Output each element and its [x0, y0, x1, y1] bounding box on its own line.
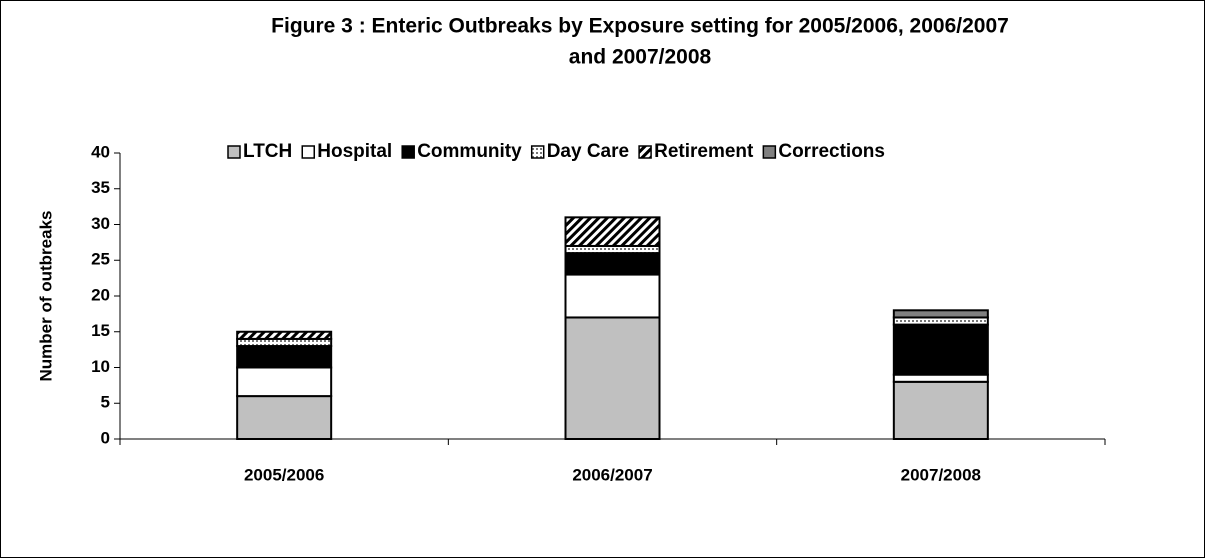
bar-segment [892, 316, 989, 326]
y-tick-label: 20 [91, 285, 110, 304]
legend-label: LTCH [243, 141, 292, 162]
legend-label: Day Care [547, 141, 629, 162]
legend-swatch [530, 145, 545, 159]
legend-swatch [401, 145, 415, 159]
x-tick-label: 2007/2008 [901, 465, 981, 484]
bar-segment [236, 366, 333, 398]
y-tick-label: 35 [91, 178, 110, 197]
legend-label: Hospital [317, 141, 392, 162]
bar-segment [236, 345, 333, 369]
bar-segment [564, 252, 661, 276]
bar-segment [892, 309, 989, 319]
bar-segment [892, 373, 989, 383]
bar-segment [236, 330, 333, 340]
y-tick-label: 25 [91, 250, 110, 269]
bar-segment [564, 244, 661, 255]
chart-title: Figure 3 : Enteric Outbreaks by Exposure… [271, 15, 1009, 38]
legend-label: Community [417, 141, 522, 162]
bar-segment [564, 316, 661, 441]
bar-segment [564, 216, 661, 247]
bar-segment [892, 380, 989, 440]
bar-segment [892, 323, 989, 376]
legend-swatch [227, 145, 241, 159]
y-tick-label: 0 [101, 428, 110, 447]
x-tick-label: 2006/2007 [572, 465, 652, 484]
bar-segment [236, 337, 333, 348]
y-tick-label: 10 [91, 357, 110, 376]
legend-swatch [301, 145, 315, 159]
y-tick-label: 40 [91, 142, 110, 161]
legend-label: Retirement [654, 141, 754, 162]
bar-segment [564, 273, 661, 319]
y-axis-label: Number of outbreaks [36, 211, 55, 382]
legend-swatch [762, 145, 777, 159]
legend-label: Corrections [778, 141, 885, 162]
bar-segment [236, 395, 333, 441]
y-tick-label: 15 [91, 321, 110, 340]
y-tick-label: 30 [91, 214, 110, 233]
y-tick-label: 5 [101, 393, 110, 412]
chart-title: and 2007/2008 [569, 46, 712, 69]
legend-swatch [638, 145, 652, 159]
x-tick-label: 2005/2006 [244, 465, 324, 484]
